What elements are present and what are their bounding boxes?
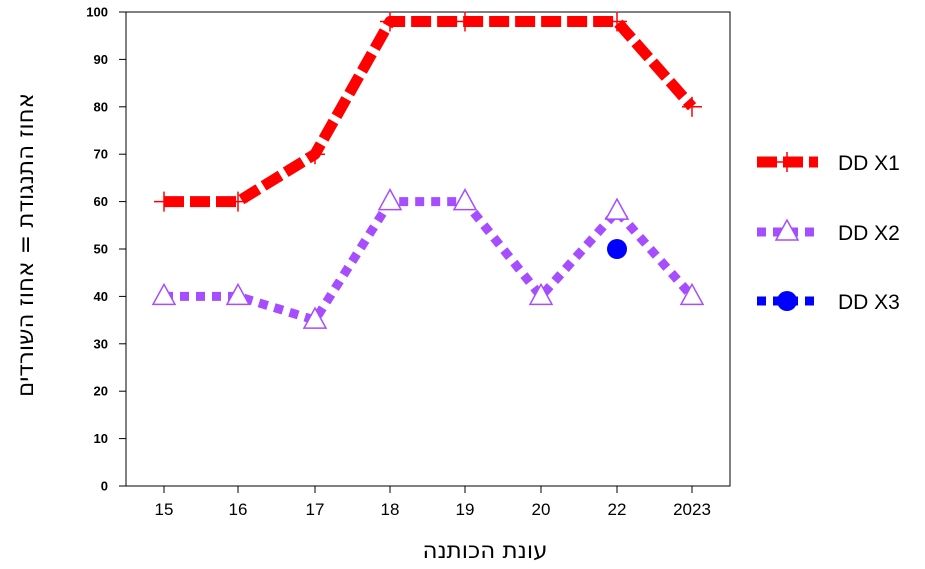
y-tick-label: 60 <box>94 194 108 209</box>
series-1 <box>154 11 702 212</box>
data-point <box>151 282 177 306</box>
x-tick-label: 20 <box>532 500 551 519</box>
x-tick-label: 22 <box>608 500 627 519</box>
legend-marker <box>777 291 797 311</box>
legend-marker <box>777 152 797 172</box>
data-point <box>380 11 400 32</box>
y-tick-label: 100 <box>86 5 108 20</box>
legend: DD X1 DD X2 DD X3 <box>757 152 900 314</box>
data-point <box>607 11 627 32</box>
data-point <box>604 197 630 220</box>
x-tick-label: 15 <box>155 500 174 519</box>
legend-item: DD X1 <box>757 152 900 175</box>
y-tick-label: 30 <box>94 336 108 351</box>
series-2 <box>151 188 705 329</box>
series-layer <box>151 11 705 329</box>
data-point <box>305 144 325 165</box>
y-tick-label: 10 <box>94 431 108 446</box>
x-axis-title: עונת הכותנה <box>422 538 547 564</box>
legend-label: DD X2 <box>838 222 900 245</box>
data-point <box>455 11 475 32</box>
y-axis-title: אחוז התנגודת = אחוז השורדים <box>13 93 39 397</box>
data-point <box>452 188 478 211</box>
series-line <box>164 197 696 325</box>
data-point <box>682 96 702 117</box>
data-point <box>228 191 248 212</box>
y-tick-label: 50 <box>94 242 108 257</box>
y-axis-ticks: 0 10 20 30 40 50 60 70 80 90 100 <box>86 5 126 494</box>
plot-frame <box>125 11 731 487</box>
legend-item: DD X3 <box>757 291 900 314</box>
legend-label: DD X1 <box>838 152 900 175</box>
y-tick-label: 70 <box>94 147 108 162</box>
data-point <box>607 239 627 259</box>
data-point <box>377 188 403 211</box>
data-point <box>302 306 328 329</box>
legend-label: DD X3 <box>838 291 900 314</box>
data-point <box>225 282 251 306</box>
y-tick-label: 0 <box>101 479 108 494</box>
data-point <box>679 282 705 306</box>
x-axis-ticks: 15 16 17 18 19 20 22 2023 <box>155 486 711 519</box>
series-line <box>164 15 697 208</box>
data-point <box>154 191 174 212</box>
data-point <box>528 282 554 306</box>
x-tick-label: 16 <box>229 500 248 519</box>
x-tick-label: 17 <box>306 500 325 519</box>
x-tick-label: 2023 <box>673 500 711 519</box>
y-tick-label: 90 <box>94 52 108 67</box>
x-tick-label: 19 <box>456 500 475 519</box>
legend-item: DD X2 <box>757 218 900 245</box>
series-3 <box>607 239 627 259</box>
x-tick-label: 18 <box>381 500 400 519</box>
y-tick-label: 20 <box>94 384 108 399</box>
legend-marker <box>774 218 800 241</box>
y-tick-label: 80 <box>94 99 108 114</box>
y-tick-label: 40 <box>94 289 108 304</box>
